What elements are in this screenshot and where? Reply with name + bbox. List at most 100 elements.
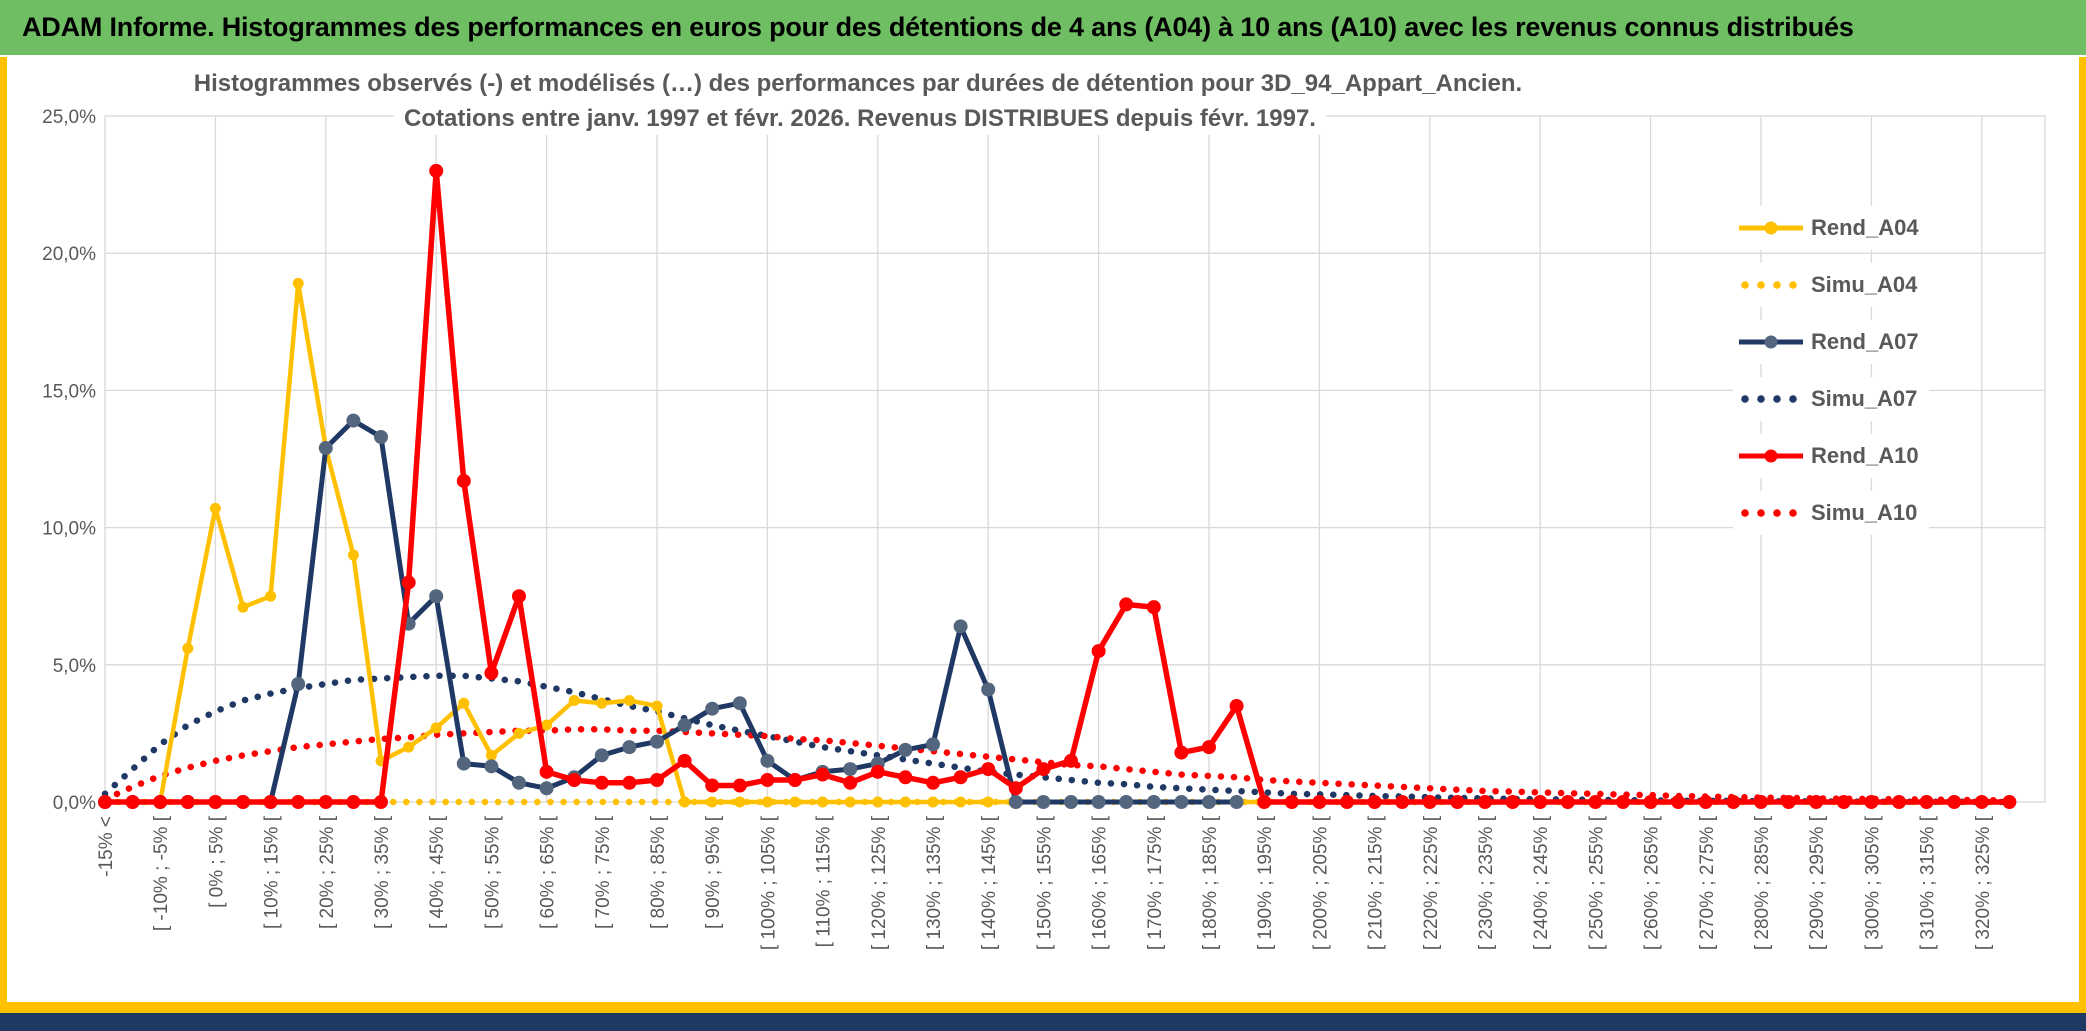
series-rend_a07-marker — [1008, 795, 1023, 809]
x-axis-label: [ -10% ; -5% [ — [151, 815, 172, 931]
legend-item-simu_a04[interactable]: Simu_A04 — [1733, 263, 1929, 307]
x-axis-label: [ 170% ; 175% [ — [1145, 815, 1166, 950]
chart-canvas: 0,0% 5,0% 10,0% 15,0% 20,0% 25,0% -15% < [ -10%… — [42, 107, 2046, 950]
series-rend_a07-marker — [456, 756, 471, 771]
series-rend_a04-marker — [596, 697, 608, 709]
series-rend_a07-marker — [898, 742, 913, 757]
y-axis-label: 5,0% — [53, 656, 96, 677]
series-rend_a10-marker — [760, 773, 775, 788]
x-axis: -15% < [ -10% ; -5% [[ 0% ; 5% [[ 10% ; 1… — [96, 815, 1994, 950]
x-axis-label: [ 60% ; 65% [ — [538, 815, 559, 929]
x-axis-label: [ 280% ; 285% [ — [1752, 815, 1773, 950]
series-rend_a10-marker — [1036, 762, 1051, 777]
series-rend_a10-marker — [1643, 795, 1658, 809]
gold-border-bottom — [0, 1002, 2086, 1013]
x-axis-label: [ 130% ; 135% [ — [924, 815, 945, 950]
series-rend_a07-marker — [650, 734, 664, 749]
series-rend_a10-marker — [512, 589, 526, 604]
x-axis-label: [ 240% ; 245% [ — [1531, 815, 1552, 950]
series-rend_a10-marker — [1809, 795, 1824, 809]
series-rend_a04-marker — [761, 796, 773, 808]
series-rend_a10-marker — [677, 753, 692, 768]
legend-item-rend_a07[interactable]: Rend_A07 — [1733, 320, 1929, 364]
series-rend_a07-marker — [705, 701, 720, 716]
x-axis-label: [ 320% ; 325% [ — [1973, 815, 1994, 950]
x-axis-label: [ 110% ; 115% [ — [814, 815, 835, 947]
x-axis-label: [ 120% ; 125% [ — [869, 815, 890, 950]
series-rend_a10-marker — [1146, 600, 1161, 615]
series-rend_a07-marker — [732, 696, 747, 711]
x-axis-label: [ 80% ; 85% [ — [648, 815, 669, 929]
series-rend_a04-marker — [955, 796, 967, 808]
series-rend_a10-marker — [1478, 795, 1492, 809]
y-axis-label: 10,0% — [42, 519, 96, 540]
series-rend_a07-marker — [429, 589, 444, 604]
series-rend_a07-marker — [1202, 795, 1216, 809]
series-rend_a07-marker — [760, 753, 775, 768]
legend-item-rend_a04[interactable]: Rend_A04 — [1733, 206, 1929, 250]
x-axis-label: [ 90% ; 95% [ — [703, 815, 724, 929]
legend-item-rend_a10[interactable]: Rend_A10 — [1733, 434, 1929, 478]
series-rend_a10-marker — [870, 764, 885, 779]
legend-item-simu_a07[interactable]: Simu_A07 — [1733, 377, 1929, 421]
legend-item-simu_a10[interactable]: Simu_A10 — [1733, 491, 1929, 535]
legend-line-icon — [1739, 449, 1803, 463]
legend-label: Rend_A07 — [1811, 329, 1919, 354]
series-rend_a04-marker — [899, 796, 911, 808]
x-axis-label: [ 100% ; 105% [ — [758, 815, 779, 950]
series-rend_a10-marker — [981, 762, 996, 777]
series-rend_a10-marker — [263, 795, 278, 809]
x-axis-label: [ 140% ; 145% [ — [979, 815, 1000, 950]
series-rend_a07-marker — [291, 677, 306, 692]
series-rend_a10-marker — [622, 775, 637, 790]
series-rend_a10-marker — [953, 770, 968, 785]
x-axis-label: [ 70% ; 75% [ — [593, 815, 614, 929]
series-rend_a10-marker — [1754, 795, 1768, 809]
x-axis-label: [ 310% ; 315% [ — [1918, 815, 1939, 950]
x-axis-label: [ 190% ; 195% [ — [1255, 815, 1276, 950]
series-rend_a10-marker — [1836, 795, 1851, 809]
series-rend_a04-marker — [844, 796, 856, 808]
legend-dotted-line-icon — [1739, 278, 1803, 292]
series-rend_a10-marker — [125, 795, 140, 809]
series-rend_a10-marker — [1395, 795, 1410, 809]
series-rend_a07-marker — [1036, 795, 1051, 809]
legend-line-icon — [1739, 335, 1803, 349]
series-rend_a04-marker — [182, 642, 194, 654]
chart-title-line2: Cotations entre janv. 1997 et févr. 2026… — [394, 103, 1326, 135]
x-axis-label: -15% < — [96, 816, 117, 877]
series-rend_a10-marker — [1919, 795, 1934, 809]
series-rend_a10-marker — [788, 773, 802, 788]
x-axis-label: [ 250% ; 255% [ — [1586, 815, 1607, 950]
gold-border-right — [2079, 55, 2086, 1012]
x-axis-label: [ 40% ; 45% [ — [427, 815, 448, 929]
series-rend_a07-marker — [981, 682, 996, 697]
x-axis-label: [ 10% ; 15% [ — [262, 815, 283, 929]
series-rend_a07-marker — [594, 748, 609, 763]
series-rend_a07-marker — [926, 737, 940, 752]
series-rend_a07-marker — [346, 413, 361, 428]
series-rend_a04-marker — [485, 749, 497, 761]
series-rend_a10-marker — [1616, 795, 1630, 809]
legend-dotted-line-icon — [1739, 392, 1803, 406]
series-rend_a10-marker — [1008, 781, 1023, 796]
y-axis: 0,0% 5,0% 10,0% 15,0% 20,0% 25,0% — [42, 107, 96, 814]
y-axis-label: 25,0% — [42, 107, 96, 128]
series-rend_a04-marker — [347, 549, 359, 561]
legend-label: Simu_A07 — [1811, 386, 1918, 411]
series-rend_a10-marker — [1422, 795, 1437, 809]
gold-border-left — [0, 55, 7, 1012]
series-rend_a07-line — [105, 418, 1237, 805]
series-rend_a10-marker — [1119, 597, 1134, 612]
series-rend_a10-marker — [1174, 745, 1189, 760]
series-rend_a10-marker — [1892, 795, 1906, 809]
series-rend_a04-marker — [623, 694, 635, 706]
series-rend_a10-marker — [374, 795, 388, 809]
series-rend_a04-marker — [541, 719, 553, 731]
series-rend_a10-marker — [401, 575, 416, 590]
series-rend_a10-marker — [1284, 795, 1299, 809]
series-rend_a10-marker — [291, 795, 306, 809]
x-axis-label: [ 30% ; 35% [ — [372, 815, 393, 929]
series-rend_a10-marker — [1726, 795, 1741, 809]
series-rend_a04-marker — [237, 601, 249, 613]
